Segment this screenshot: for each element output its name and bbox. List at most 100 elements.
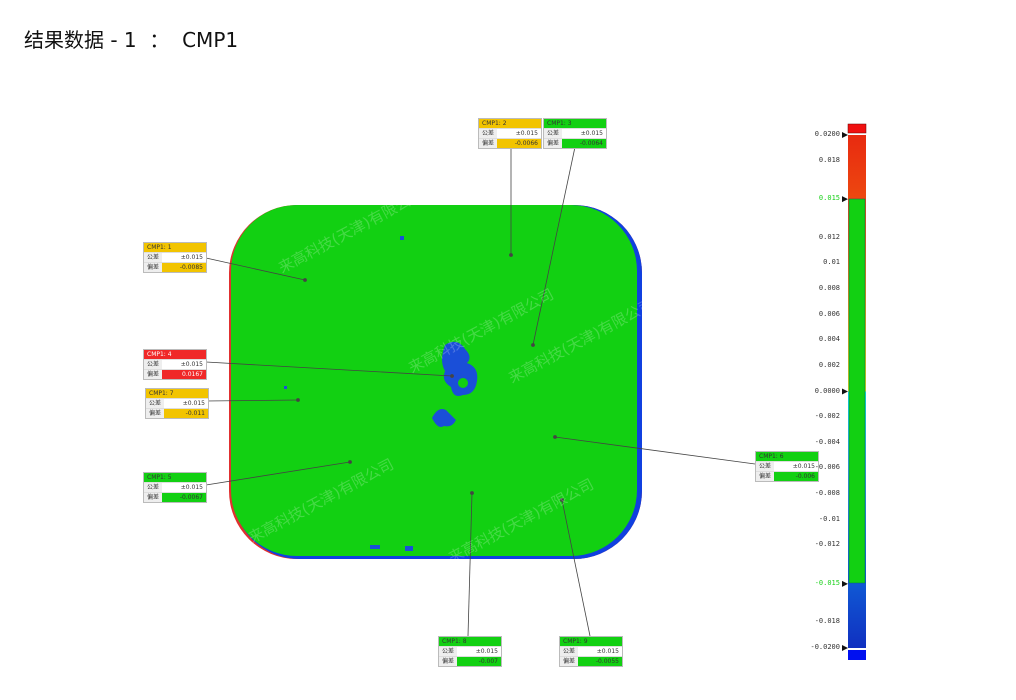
tolerance-row: 公差 ±0.015 bbox=[144, 482, 206, 492]
colorbar-tick-label: -0.01 bbox=[818, 514, 840, 523]
callout-6: CMP1: 5 公差 ±0.015 偏差 -0.0067 bbox=[143, 472, 207, 503]
deviation-row: 偏差 -0.0066 bbox=[479, 138, 541, 148]
callout-7: CMP1: 6 公差 ±0.015 偏差 -0.006 bbox=[755, 451, 819, 482]
deviation-row: 偏差 0.0167 bbox=[144, 369, 206, 379]
leader-arrowhead bbox=[450, 374, 454, 378]
deviation-value: -0.0085 bbox=[162, 263, 206, 272]
callout-5: CMP1: 7 公差 ±0.015 偏差 -0.011 bbox=[145, 388, 209, 419]
colorbar-tick-label: -0.012 bbox=[814, 540, 840, 549]
deviation-row: 偏差 -0.007 bbox=[439, 656, 501, 666]
tolerance-row: 公差 ±0.015 bbox=[756, 461, 818, 471]
colorbar-tick-label: 0.004 bbox=[818, 335, 840, 344]
tolerance-value: ±0.015 bbox=[515, 130, 538, 137]
colorbar-under-cap bbox=[848, 650, 866, 660]
callout-header: CMP1: 7 bbox=[146, 389, 208, 398]
tolerance-value: ±0.015 bbox=[475, 648, 498, 655]
callout-header: CMP1: 8 bbox=[439, 637, 501, 646]
tolerance-label: 公差 bbox=[560, 647, 578, 656]
tolerance-label: 公差 bbox=[544, 129, 562, 138]
callout-header: CMP1: 2 bbox=[479, 119, 541, 128]
colorbar-tick-label: 0.006 bbox=[818, 309, 840, 318]
tolerance-row: 公差 ±0.015 bbox=[560, 646, 622, 656]
tolerance-value: ±0.015 bbox=[596, 648, 619, 655]
center-blob bbox=[442, 341, 478, 396]
callout-9: CMP1: 9 公差 ±0.015 偏差 -0.0055 bbox=[559, 636, 623, 667]
colorbar-tick-label: 0.018 bbox=[818, 155, 840, 164]
colorbar-tick-label: -0.015 bbox=[814, 578, 840, 587]
deviation-label: 偏差 bbox=[144, 493, 162, 502]
deviation-value: -0.011 bbox=[164, 409, 208, 418]
tolerance-row: 公差 ±0.015 bbox=[479, 128, 541, 138]
deviation-label: 偏差 bbox=[479, 139, 497, 148]
callout-1: CMP1: 1 公差 ±0.015 偏差 -0.0085 bbox=[143, 242, 207, 273]
tolerance-label: 公差 bbox=[439, 647, 457, 656]
tolerance-label: 公差 bbox=[756, 462, 774, 471]
leader-line bbox=[205, 257, 306, 281]
leader-line bbox=[205, 361, 453, 377]
leader-arrowhead bbox=[348, 460, 352, 464]
tolerance-row: 公差 ±0.015 bbox=[544, 128, 606, 138]
page-title: 结果数据 - 1 ： CMP1 bbox=[24, 24, 238, 53]
leader-lines bbox=[205, 146, 756, 637]
deviation-label: 偏差 bbox=[756, 472, 774, 481]
callout-header: CMP1: 3 bbox=[544, 119, 606, 128]
colorbar-tick-label: -0.002 bbox=[814, 412, 840, 421]
tolerance-row: 公差 ±0.015 bbox=[146, 398, 208, 408]
tolerance-value: ±0.015 bbox=[180, 484, 203, 491]
deviation-label: 偏差 bbox=[144, 370, 162, 379]
callout-3: CMP1: 3 公差 ±0.015 偏差 -0.0064 bbox=[543, 118, 607, 149]
leader-arrowhead bbox=[509, 253, 513, 257]
callout-8: CMP1: 8 公差 ±0.015 偏差 -0.007 bbox=[438, 636, 502, 667]
deviation-row: 偏差 -0.011 bbox=[146, 408, 208, 418]
colorbar-tick-label: -0.004 bbox=[814, 437, 840, 446]
leader-arrowhead bbox=[560, 498, 564, 502]
feature-name: CMP1 bbox=[182, 28, 239, 52]
low-deviation-spots bbox=[284, 236, 478, 551]
tolerance-value: ±0.015 bbox=[792, 463, 815, 470]
colorbar-over-cap bbox=[847, 123, 867, 134]
deviation-row: 偏差 -0.0064 bbox=[544, 138, 606, 148]
colorbar-tick-label: -0.0200 bbox=[810, 643, 840, 651]
deviation-label: 偏差 bbox=[144, 263, 162, 272]
leader-line bbox=[205, 461, 351, 486]
colorbar-tick-label: -0.006 bbox=[814, 463, 840, 472]
colorbar-marker-icon bbox=[842, 132, 848, 138]
callout-2: CMP1: 2 公差 ±0.015 偏差 -0.0066 bbox=[478, 118, 542, 149]
tolerance-value: ±0.015 bbox=[180, 361, 203, 368]
tolerance-label: 公差 bbox=[146, 399, 164, 408]
lower-blob bbox=[432, 409, 456, 427]
colorbar-tick-label: 0.0200 bbox=[814, 130, 840, 138]
part-surface bbox=[231, 205, 637, 556]
deviation-value: 0.0167 bbox=[162, 370, 206, 379]
deviation-value: -0.006 bbox=[774, 472, 818, 481]
deviation-value: -0.007 bbox=[457, 657, 501, 666]
leader-line bbox=[467, 492, 473, 637]
callout-header: CMP1: 6 bbox=[756, 452, 818, 461]
deviation-value: -0.0067 bbox=[162, 493, 206, 502]
tolerance-value: ±0.015 bbox=[580, 130, 603, 137]
tolerance-label: 公差 bbox=[479, 129, 497, 138]
leader-arrowhead bbox=[531, 343, 535, 347]
speck bbox=[400, 236, 404, 240]
colorbar-tolerance-band bbox=[848, 198, 866, 584]
speck bbox=[284, 386, 287, 389]
deviation-row: 偏差 -0.0055 bbox=[560, 656, 622, 666]
colorbar-tick-label: 0.0000 bbox=[814, 386, 840, 395]
callout-header: CMP1: 1 bbox=[144, 243, 206, 252]
deviation-label: 偏差 bbox=[146, 409, 164, 418]
colorbar-marker-icon bbox=[842, 645, 848, 651]
colorbar-tick-label: 0.008 bbox=[818, 283, 840, 292]
colorbar-tick-label: 0.012 bbox=[818, 232, 840, 241]
deviation-label: 偏差 bbox=[544, 139, 562, 148]
deviation-value: -0.0055 bbox=[578, 657, 622, 666]
tolerance-row: 公差 ±0.015 bbox=[439, 646, 501, 656]
tolerance-label: 公差 bbox=[144, 253, 162, 262]
speck bbox=[370, 545, 380, 549]
deviation-label: 偏差 bbox=[560, 657, 578, 666]
tolerance-label: 公差 bbox=[144, 360, 162, 369]
deviation-row: 偏差 -0.006 bbox=[756, 471, 818, 481]
deviation-label: 偏差 bbox=[439, 657, 457, 666]
leader-line bbox=[532, 146, 576, 346]
colorbar-markers bbox=[842, 132, 848, 651]
